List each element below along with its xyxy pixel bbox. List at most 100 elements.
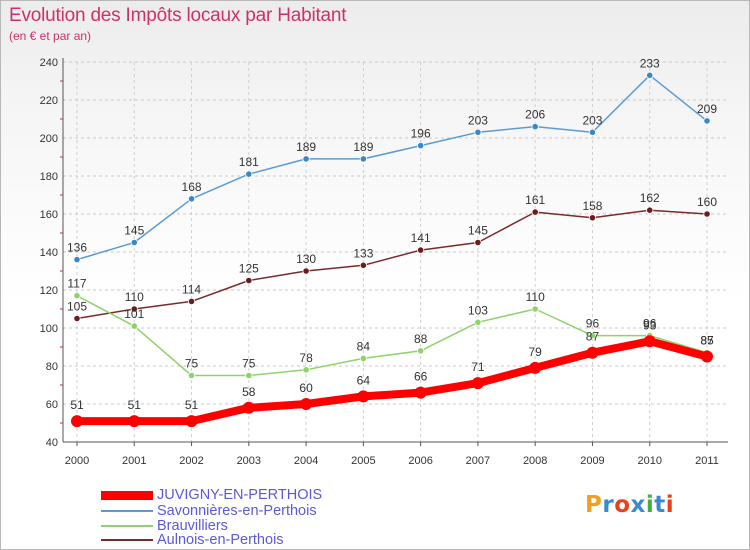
legend-label: Aulnois-en-Perthois [157,532,284,548]
data-point [302,155,310,163]
data-label: 96 [643,317,657,331]
data-label: 145 [468,224,488,238]
data-label: 96 [586,317,600,331]
data-label: 196 [411,127,431,141]
x-tick-label: 2003 [237,455,261,467]
data-label: 87 [700,334,714,348]
data-point [417,246,425,254]
data-point [643,335,656,348]
x-tick-label: 2005 [351,455,375,467]
data-point [471,377,484,390]
data-point [73,314,81,323]
data-label: 206 [525,108,545,122]
data-point [359,261,367,269]
data-point [417,347,425,355]
data-point [359,354,367,362]
data-label: 75 [185,357,199,371]
legend-item-brauvilliers: Brauvilliers [101,518,228,534]
data-label: 203 [582,113,602,127]
data-point [187,195,196,203]
y-tick-label: 240 [40,57,58,69]
data-point [586,346,599,359]
data-label: 136 [67,241,87,255]
data-label: 88 [414,332,428,346]
data-point [302,366,310,374]
data-point [130,322,138,330]
data-point [245,276,253,285]
data-label: 101 [124,307,144,321]
legend-label: Brauvilliers [157,518,228,534]
data-point [703,210,711,218]
data-point [242,401,255,414]
data-point [646,71,654,79]
data-label: 51 [128,398,142,412]
data-label: 64 [357,373,371,387]
data-point [300,398,313,410]
y-tick-label: 160 [40,209,58,221]
data-label: 117 [67,277,86,291]
data-point [474,318,482,326]
data-label: 145 [124,224,144,238]
data-point [302,267,310,275]
data-point [357,390,370,403]
data-point [187,371,196,380]
data-label: 209 [697,102,717,116]
data-label: 51 [70,398,84,412]
y-tick-label: 60 [46,399,58,411]
data-point [701,350,713,363]
data-point [187,297,196,305]
y-tick-label: 200 [40,133,58,145]
data-label: 51 [185,398,199,412]
data-point [245,371,253,380]
legend-swatch [101,539,153,541]
series-line [73,337,711,426]
data-label: 141 [411,231,431,245]
x-tick-label: 2000 [65,455,89,467]
data-point [417,142,425,150]
legend-item-aulnois: Aulnois-en-Perthois [101,532,284,548]
data-point [531,123,539,131]
series-line [76,209,708,320]
data-point [474,238,482,247]
data-point [588,331,597,340]
data-label: 189 [296,140,316,154]
y-tick-label: 120 [40,285,58,297]
x-tick-label: 2007 [466,455,490,467]
data-point [245,170,253,178]
y-tick-label: 180 [40,171,58,183]
data-point [130,238,138,247]
y-tick-label: 140 [40,247,58,259]
data-label: 93 [643,318,657,332]
data-point [130,305,138,313]
legend-swatch [101,490,153,500]
data-point [474,128,482,136]
data-point [128,415,141,428]
data-label: 233 [640,56,660,70]
y-tick-label: 80 [46,361,58,373]
data-label: 79 [529,345,543,359]
series-line [76,74,708,261]
data-label: 110 [125,290,144,304]
x-tick-label: 2008 [523,455,547,467]
x-tick-label: 2006 [408,455,432,467]
y-tick-label: 220 [40,95,58,107]
legend-item-savonnieres: Savonnières-en-Perthois [101,503,317,519]
data-label: 125 [239,262,259,276]
y-tick-label: 100 [40,323,58,335]
data-point [588,214,597,222]
legend-label: Savonnières-en-Perthois [157,503,317,519]
chart-subtitle: (en € et par an) [9,29,92,43]
data-point [73,256,81,264]
x-tick-label: 2011 [695,455,719,467]
legend-swatch [101,525,153,527]
data-point [185,415,198,428]
data-label: 162 [640,191,660,205]
y-tick-label: 40 [46,437,58,449]
legend-label: JUVIGNY-EN-PERTHOIS [157,487,323,503]
chart-title: Evolution des Impôts locaux par Habitant [9,5,347,26]
data-point [71,415,83,428]
data-label: 84 [357,339,371,353]
data-point [646,206,654,214]
